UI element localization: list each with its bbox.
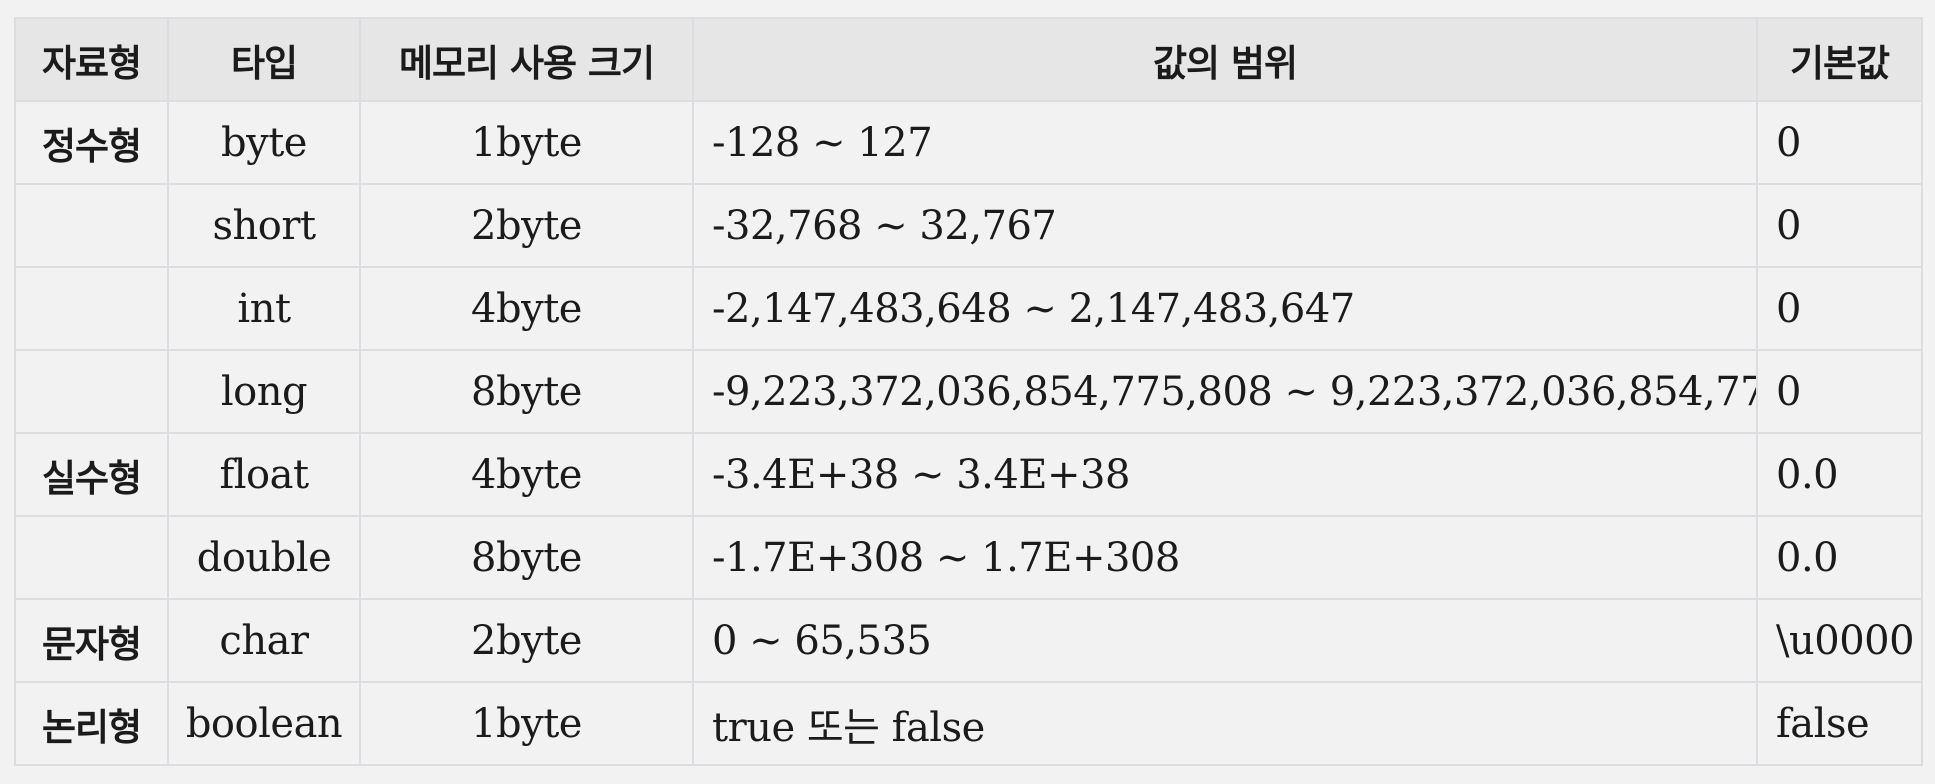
- row-type: char: [167, 598, 361, 683]
- row-category: 문자형: [14, 598, 169, 683]
- row-memory: 8byte: [359, 349, 694, 434]
- table-row: 문자형 char 2byte 0 ~ 65,535 \u0000: [14, 598, 1923, 683]
- row-memory: 8byte: [359, 515, 694, 600]
- row-category: 실수형: [14, 432, 169, 517]
- row-default: 0: [1756, 100, 1923, 185]
- data-type-table: 자료형 타입 메모리 사용 크기 값의 범위 기본값 정수형 byte 1byt…: [14, 17, 1923, 766]
- table-row: 정수형 byte 1byte -128 ~ 127 0: [14, 100, 1923, 185]
- table-row: short 2byte -32,768 ~ 32,767 0: [14, 183, 1923, 268]
- row-default: 0.0: [1756, 432, 1923, 517]
- data-type-table-container: 자료형 타입 메모리 사용 크기 값의 범위 기본값 정수형 byte 1byt…: [14, 17, 1923, 766]
- row-memory: 1byte: [359, 681, 694, 766]
- row-range: 0 ~ 65,535: [692, 598, 1758, 683]
- table-row: int 4byte -2,147,483,648 ~ 2,147,483,647…: [14, 266, 1923, 351]
- row-type: boolean: [167, 681, 361, 766]
- row-range: -9,223,372,036,854,775,808 ~ 9,223,372,0…: [692, 349, 1758, 434]
- row-range: -3.4E+38 ~ 3.4E+38: [692, 432, 1758, 517]
- row-type: short: [167, 183, 361, 268]
- header-default-value: 기본값: [1756, 17, 1923, 102]
- row-range: true 또는 false: [692, 681, 1758, 766]
- row-memory: 1byte: [359, 100, 694, 185]
- table-row: double 8byte -1.7E+308 ~ 1.7E+308 0.0: [14, 515, 1923, 600]
- row-range: -2,147,483,648 ~ 2,147,483,647: [692, 266, 1758, 351]
- row-default: 0: [1756, 349, 1923, 434]
- table-row: 논리형 boolean 1byte true 또는 false false: [14, 681, 1923, 766]
- header-row: 자료형 타입 메모리 사용 크기 값의 범위 기본값: [14, 17, 1923, 102]
- header-memory-size: 메모리 사용 크기: [359, 17, 694, 102]
- row-type: byte: [167, 100, 361, 185]
- row-default: \u0000: [1756, 598, 1923, 683]
- row-type: float: [167, 432, 361, 517]
- row-category: [14, 349, 169, 434]
- row-memory: 4byte: [359, 266, 694, 351]
- row-memory: 2byte: [359, 598, 694, 683]
- table-row: long 8byte -9,223,372,036,854,775,808 ~ …: [14, 349, 1923, 434]
- row-category: 정수형: [14, 100, 169, 185]
- row-range: -128 ~ 127: [692, 100, 1758, 185]
- row-range: -32,768 ~ 32,767: [692, 183, 1758, 268]
- row-category: [14, 515, 169, 600]
- header-category: 자료형: [14, 17, 169, 102]
- row-memory: 4byte: [359, 432, 694, 517]
- row-default: 0: [1756, 266, 1923, 351]
- table-row: 실수형 float 4byte -3.4E+38 ~ 3.4E+38 0.0: [14, 432, 1923, 517]
- row-category: [14, 266, 169, 351]
- row-default: 0.0: [1756, 515, 1923, 600]
- row-range: -1.7E+308 ~ 1.7E+308: [692, 515, 1758, 600]
- row-default: 0: [1756, 183, 1923, 268]
- header-type: 타입: [167, 17, 361, 102]
- row-type: double: [167, 515, 361, 600]
- header-value-range: 값의 범위: [692, 17, 1758, 102]
- row-default: false: [1756, 681, 1923, 766]
- row-type: long: [167, 349, 361, 434]
- row-category: [14, 183, 169, 268]
- row-memory: 2byte: [359, 183, 694, 268]
- row-type: int: [167, 266, 361, 351]
- row-category: 논리형: [14, 681, 169, 766]
